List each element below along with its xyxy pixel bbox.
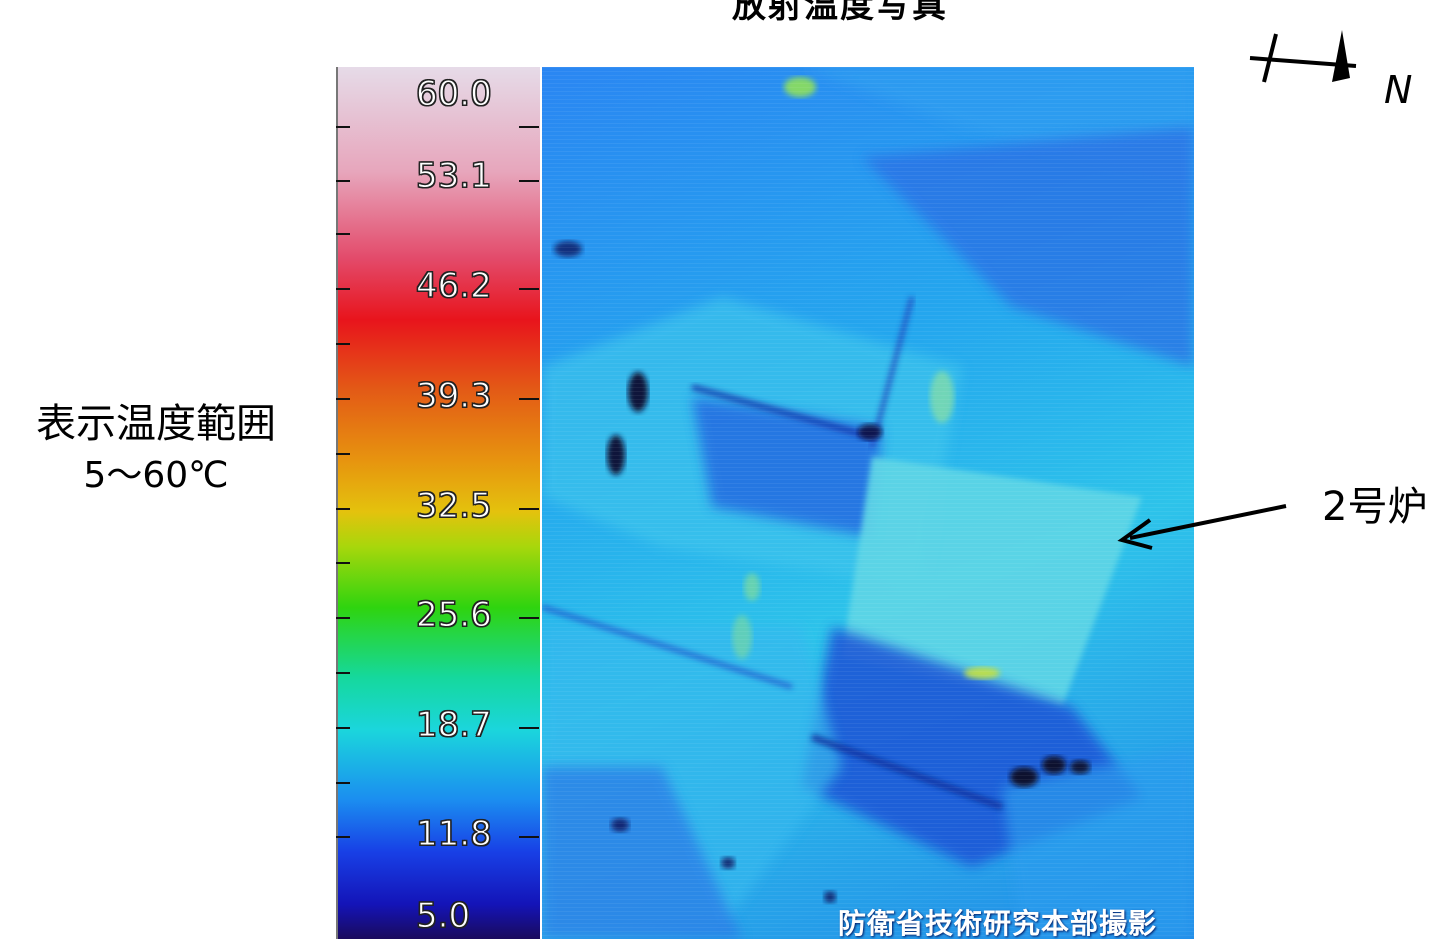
temperature-range-label: 表示温度範囲 5～60℃	[6, 398, 306, 502]
scale-tick-label: 60.0	[416, 74, 493, 115]
scale-tick	[336, 453, 350, 455]
scale-tick-label: 53.1	[416, 156, 493, 197]
range-label-value: 5～60℃	[83, 455, 229, 496]
north-label: N	[1384, 68, 1413, 112]
scale-tick	[519, 126, 539, 128]
scale-tick	[336, 508, 350, 510]
reactor-label: 2号炉	[1322, 484, 1428, 530]
scale-tick	[519, 398, 539, 400]
scale-tick	[519, 727, 539, 729]
scale-tick	[336, 398, 350, 400]
arrow-icon	[1117, 504, 1287, 550]
scale-tick	[336, 727, 350, 729]
range-label-heading: 表示温度範囲	[36, 401, 276, 447]
scale-tick-label: 46.2	[416, 266, 493, 307]
scale-tick	[336, 836, 350, 838]
thermal-image	[542, 67, 1194, 939]
scale-tick	[336, 343, 350, 345]
scale-tick	[519, 180, 539, 182]
scale-tick	[336, 617, 350, 619]
scale-tick-label: 18.7	[416, 705, 493, 746]
image-title: 放射温度写真	[732, 0, 948, 26]
scale-tick-label: 39.3	[416, 376, 493, 417]
scale-tick	[519, 508, 539, 510]
scale-tick	[336, 562, 350, 564]
scale-tick	[336, 180, 350, 182]
scale-tick	[336, 672, 350, 674]
thermal-image-content	[542, 67, 1194, 939]
scale-tick-label: 25.6	[416, 595, 493, 636]
scale-tick	[336, 288, 350, 290]
compass-icon	[1249, 30, 1357, 83]
scale-tick	[519, 836, 539, 838]
scale-tick-label: 11.8	[416, 814, 493, 855]
temperature-color-scale	[336, 67, 540, 939]
scale-tick	[336, 782, 350, 784]
scale-tick	[336, 233, 350, 235]
scale-tick	[519, 288, 539, 290]
scale-tick-label: 32.5	[416, 486, 493, 527]
photo-credit: 防衛省技術研究本部撮影	[838, 907, 1158, 940]
scale-tick	[336, 126, 350, 128]
scale-tick-label: 5.0	[416, 896, 471, 937]
scale-tick	[519, 617, 539, 619]
